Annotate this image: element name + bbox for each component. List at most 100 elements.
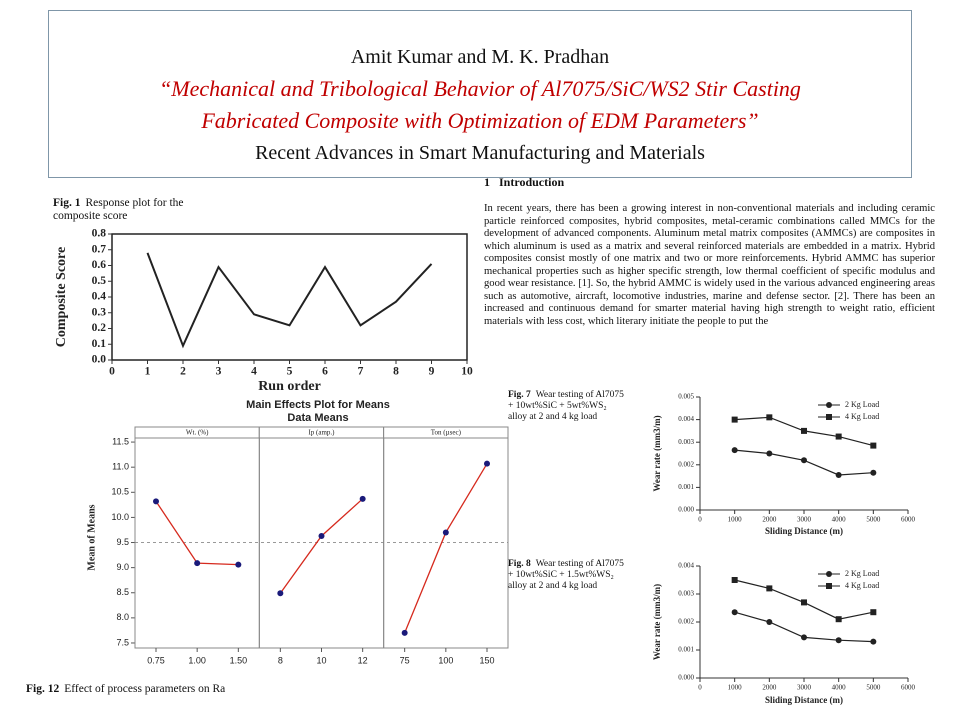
point <box>766 414 773 421</box>
x-axis-label: Sliding Distance (m) <box>765 526 843 536</box>
chart-title: Main Effects Plot for Means <box>246 399 390 411</box>
x-tick-label: 10 <box>316 655 326 665</box>
y-tick-label: 0.004 <box>678 562 694 570</box>
authors: Amit Kumar and M. K. Pradhan <box>350 46 610 68</box>
y-tick-label: 8.0 <box>116 612 129 622</box>
panel-strip <box>383 426 509 439</box>
x-tick-label: 10 <box>461 366 473 378</box>
y-tick-label: 11.0 <box>112 462 129 472</box>
section-heading: 1 Introduction <box>484 175 564 190</box>
x-tick-label: 9 <box>429 366 435 378</box>
caption-text: Response plot for the composite score <box>53 197 184 222</box>
series-line <box>146 252 433 349</box>
x-tick-label: 7 <box>358 366 364 378</box>
point <box>484 460 490 467</box>
point <box>835 637 842 644</box>
effect-line <box>279 498 364 594</box>
panel-frame <box>134 426 260 649</box>
point <box>870 638 877 645</box>
x-tick-label: 2 <box>180 366 186 378</box>
point <box>766 450 773 457</box>
point <box>870 469 877 476</box>
x-tick-label: 5000 <box>866 516 881 524</box>
x-tick-label: 4000 <box>832 684 847 692</box>
y-axis-label: Wear rate (mm3/m) <box>652 415 662 491</box>
point <box>801 457 807 464</box>
caption-text: Wear testing of Al7075 + 10wt%SiC + 5wt%… <box>508 390 624 422</box>
y-tick-label: 0.004 <box>678 415 694 423</box>
figure-label: Fig. 1 <box>53 197 81 209</box>
figure-label: Fig. 12 <box>26 683 60 695</box>
x-tick-label: 100 <box>438 655 453 665</box>
point <box>194 560 201 567</box>
y-tick-label: 8.5 <box>116 587 129 597</box>
x-tick-label: 4 <box>251 366 257 378</box>
y-tick-label: 10.5 <box>111 487 129 497</box>
y-tick-label: 0.000 <box>678 674 694 682</box>
section-number: 1 <box>484 175 490 189</box>
point <box>731 609 738 616</box>
y-tick-label: 0.002 <box>678 460 694 468</box>
x-tick-label: 8 <box>278 655 283 665</box>
figure-label: Fig. 8 <box>508 559 531 569</box>
source: Recent Advances in Smart Manufacturing a… <box>255 142 705 164</box>
x-tick-label: 4000 <box>832 516 847 524</box>
y-tick-label: 11.5 <box>112 436 129 446</box>
x-tick-label: 3000 <box>797 516 812 524</box>
paper-title: Fabricated Composite with Optimization o… <box>201 108 759 133</box>
x-tick-label: 1.50 <box>230 655 248 665</box>
x-tick-label: 6000 <box>901 684 916 692</box>
point <box>359 495 366 502</box>
point <box>835 471 842 478</box>
y-tick-label: 0.005 <box>678 393 694 401</box>
intro-text: In recent years, there has been a growin… <box>484 203 935 327</box>
x-tick-label: 75 <box>400 655 410 665</box>
x-tick-label: 0 <box>698 516 702 524</box>
x-tick-label: 6000 <box>901 516 916 524</box>
y-tick-label: 9.0 <box>116 562 129 572</box>
x-tick-label: 2000 <box>762 516 777 524</box>
x-tick-label: 0.75 <box>147 655 165 665</box>
x-axis-label: Run order <box>258 379 321 394</box>
section-title: Introduction <box>499 175 565 189</box>
legend-label: 2 Kg Load <box>845 569 879 578</box>
point <box>766 619 773 625</box>
panel-title: Wt. (%) <box>186 429 209 437</box>
x-tick-label: 8 <box>393 366 399 378</box>
panel-frame <box>383 426 509 649</box>
x-tick-label: 1 <box>145 366 151 378</box>
y-tick-label: 0.2 <box>92 322 107 334</box>
legend-marker <box>826 414 832 420</box>
legend-marker <box>826 402 832 408</box>
x-tick-label: 5000 <box>866 684 881 692</box>
y-tick-label: 0.4 <box>92 291 107 303</box>
y-tick-label: 0.0 <box>92 354 107 366</box>
y-tick-label: 0.001 <box>678 646 694 654</box>
x-tick-label: 0 <box>109 366 115 378</box>
paper-title: “Mechanical and Tribological Behavior of… <box>159 76 801 101</box>
legend-label: 4 Kg Load <box>845 412 879 421</box>
point <box>870 442 877 449</box>
y-tick-label: 0.8 <box>92 228 107 240</box>
point <box>731 447 738 454</box>
x-tick-label: 2000 <box>762 684 777 692</box>
panel-title: Ip (amp.) <box>308 429 335 437</box>
point <box>731 577 738 583</box>
y-tick-label: 0.003 <box>678 590 694 598</box>
y-tick-label: 7.5 <box>116 637 129 647</box>
effect-line <box>404 463 488 634</box>
point <box>801 599 807 606</box>
caption: Fig. 1 Response plot for the composite sc… <box>53 197 233 223</box>
point <box>731 416 738 423</box>
y-tick-label: 0.002 <box>678 618 694 626</box>
point <box>801 634 807 641</box>
x-tick-label: 3 <box>216 366 222 378</box>
x-tick-label: 1.00 <box>188 655 206 665</box>
legend-label: 2 Kg Load <box>845 400 879 409</box>
panel-title: Ton (µsec) <box>431 429 462 437</box>
x-tick-label: 5 <box>287 366 293 378</box>
x-axis-label: Sliding Distance (m) <box>765 695 843 705</box>
legend-marker <box>826 583 832 589</box>
